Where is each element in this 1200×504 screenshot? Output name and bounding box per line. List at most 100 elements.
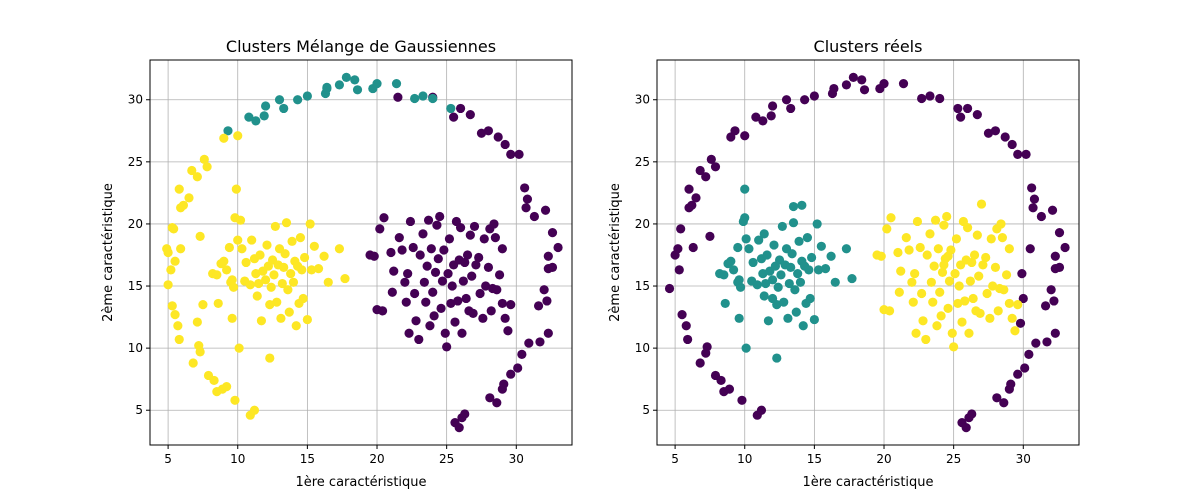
scatter-point-cluster-0 xyxy=(972,110,982,120)
scatter-point-cluster-0 xyxy=(898,78,909,89)
scatter-point-cluster-0 xyxy=(517,349,527,359)
scatter-point-cluster-2 xyxy=(975,308,985,318)
scatter-point-cluster-0 xyxy=(953,103,963,114)
scatter-point-cluster-2 xyxy=(944,276,955,286)
scatter-point-cluster-2 xyxy=(949,342,959,352)
scatter-point-cluster-2 xyxy=(178,200,189,210)
scatter-point-cluster-0 xyxy=(483,126,494,136)
scatter-point-cluster-0 xyxy=(688,242,698,253)
scatter-point-cluster-2 xyxy=(291,321,301,331)
scatter-point-cluster-2 xyxy=(192,172,202,182)
scatter-point-cluster-1 xyxy=(720,298,730,309)
scatter-point-cluster-0 xyxy=(539,285,549,295)
scatter-point-cluster-0 xyxy=(547,262,558,273)
scatter-point-cluster-2 xyxy=(249,405,260,415)
scatter-point-cluster-0 xyxy=(410,288,420,299)
scatter-point-cluster-2 xyxy=(298,293,308,304)
scatter-point-cluster-1 xyxy=(788,201,799,212)
scatter-point-cluster-2 xyxy=(939,220,949,230)
scatter-point-cluster-0 xyxy=(553,242,563,253)
scatter-point-cluster-0 xyxy=(375,224,385,234)
scatter-point-cluster-2 xyxy=(219,256,229,266)
scatter-point-cluster-0 xyxy=(393,92,403,102)
scatter-point-cluster-2 xyxy=(969,250,980,260)
scatter-point-cluster-2 xyxy=(173,321,183,331)
scatter-point-cluster-2 xyxy=(976,199,987,209)
scatter-point-cluster-0 xyxy=(403,269,413,279)
scatter-point-cluster-2 xyxy=(951,234,962,244)
scatter-point-cluster-0 xyxy=(411,316,421,326)
scatter-point-cluster-0 xyxy=(543,251,553,261)
scatter-point-cluster-1 xyxy=(322,82,332,92)
scatter-point-cluster-2 xyxy=(960,296,970,306)
scatter-point-cluster-0 xyxy=(786,103,796,114)
scatter-point-cluster-0 xyxy=(479,234,489,244)
scatter-point-cluster-1 xyxy=(786,262,796,273)
scatter-point-cluster-2 xyxy=(224,242,234,253)
scatter-point-cluster-2 xyxy=(930,215,941,225)
scatter-point-cluster-2 xyxy=(270,221,280,232)
scatter-point-cluster-2 xyxy=(894,287,904,297)
scatter-point-cluster-0 xyxy=(506,300,516,310)
scatter-point-cluster-0 xyxy=(684,184,694,194)
scatter-point-cluster-2 xyxy=(231,184,241,194)
scatter-point-cluster-0 xyxy=(967,409,977,419)
scatter-point-cluster-0 xyxy=(1018,293,1028,304)
scatter-point-cluster-0 xyxy=(379,213,389,223)
scatter-point-cluster-0 xyxy=(737,395,747,405)
scatter-point-cluster-2 xyxy=(978,260,988,270)
y-tick-label: 25 xyxy=(635,155,650,169)
scatter-point-cluster-2 xyxy=(202,162,212,172)
x-tick-label: 5 xyxy=(164,452,172,466)
scatter-point-cluster-1 xyxy=(223,126,233,136)
x-tick-label: 25 xyxy=(946,452,961,466)
y-tick-label: 5 xyxy=(135,403,143,417)
scatter-point-cluster-2 xyxy=(283,285,293,295)
scatter-point-cluster-0 xyxy=(740,131,750,141)
scatter-point-cluster-2 xyxy=(340,273,350,284)
scatter-point-cluster-1 xyxy=(279,103,289,114)
scatter-point-cluster-1 xyxy=(740,184,750,194)
scatter-point-cluster-0 xyxy=(471,260,481,270)
scatter-point-cluster-1 xyxy=(446,103,456,114)
scatter-point-cluster-0 xyxy=(468,308,478,318)
scatter-point-cluster-2 xyxy=(277,278,287,289)
scatter-point-cluster-2 xyxy=(981,252,991,263)
scatter-point-cluster-2 xyxy=(260,275,271,285)
scatter-point-cluster-0 xyxy=(419,277,429,287)
scatter-point-cluster-0 xyxy=(687,200,697,210)
scatter-point-cluster-0 xyxy=(500,313,510,323)
scatter-point-cluster-1 xyxy=(759,291,769,301)
scatter-point-cluster-1 xyxy=(841,244,852,254)
scatter-point-cluster-2 xyxy=(928,297,938,307)
scatter-point-cluster-2 xyxy=(990,262,1001,273)
scatter-point-cluster-0 xyxy=(440,328,450,338)
scatter-point-cluster-1 xyxy=(809,314,819,325)
scatter-point-cluster-2 xyxy=(195,347,205,357)
scatter-point-cluster-1 xyxy=(779,297,789,307)
scatter-point-cluster-2 xyxy=(265,300,275,310)
scatter-point-cluster-2 xyxy=(904,245,914,255)
x-tick-label: 20 xyxy=(369,452,384,466)
scatter-point-cluster-0 xyxy=(841,80,852,90)
scatter-point-cluster-0 xyxy=(490,232,500,243)
scatter-point-cluster-0 xyxy=(956,112,966,122)
scatter-point-cluster-0 xyxy=(474,252,484,263)
scatter-point-cluster-0 xyxy=(1027,183,1037,193)
scatter-point-cluster-1 xyxy=(769,240,779,250)
scatter-point-cluster-2 xyxy=(281,218,292,228)
x-tick-label: 20 xyxy=(876,452,891,466)
scatter-point-cluster-0 xyxy=(706,154,716,164)
scatter-point-cluster-0 xyxy=(701,348,711,358)
scatter-point-cluster-0 xyxy=(1006,379,1016,389)
scatter-point-cluster-0 xyxy=(547,228,558,238)
scatter-point-cluster-0 xyxy=(1036,211,1046,222)
scatter-point-cluster-0 xyxy=(1054,228,1065,238)
scatter-point-cluster-2 xyxy=(252,291,262,301)
scatter-point-cluster-2 xyxy=(227,275,237,285)
scatter-point-cluster-0 xyxy=(430,267,441,277)
scatter-point-cluster-0 xyxy=(500,139,510,150)
scatter-point-cluster-2 xyxy=(198,300,208,310)
scatter-point-cluster-0 xyxy=(465,110,475,120)
